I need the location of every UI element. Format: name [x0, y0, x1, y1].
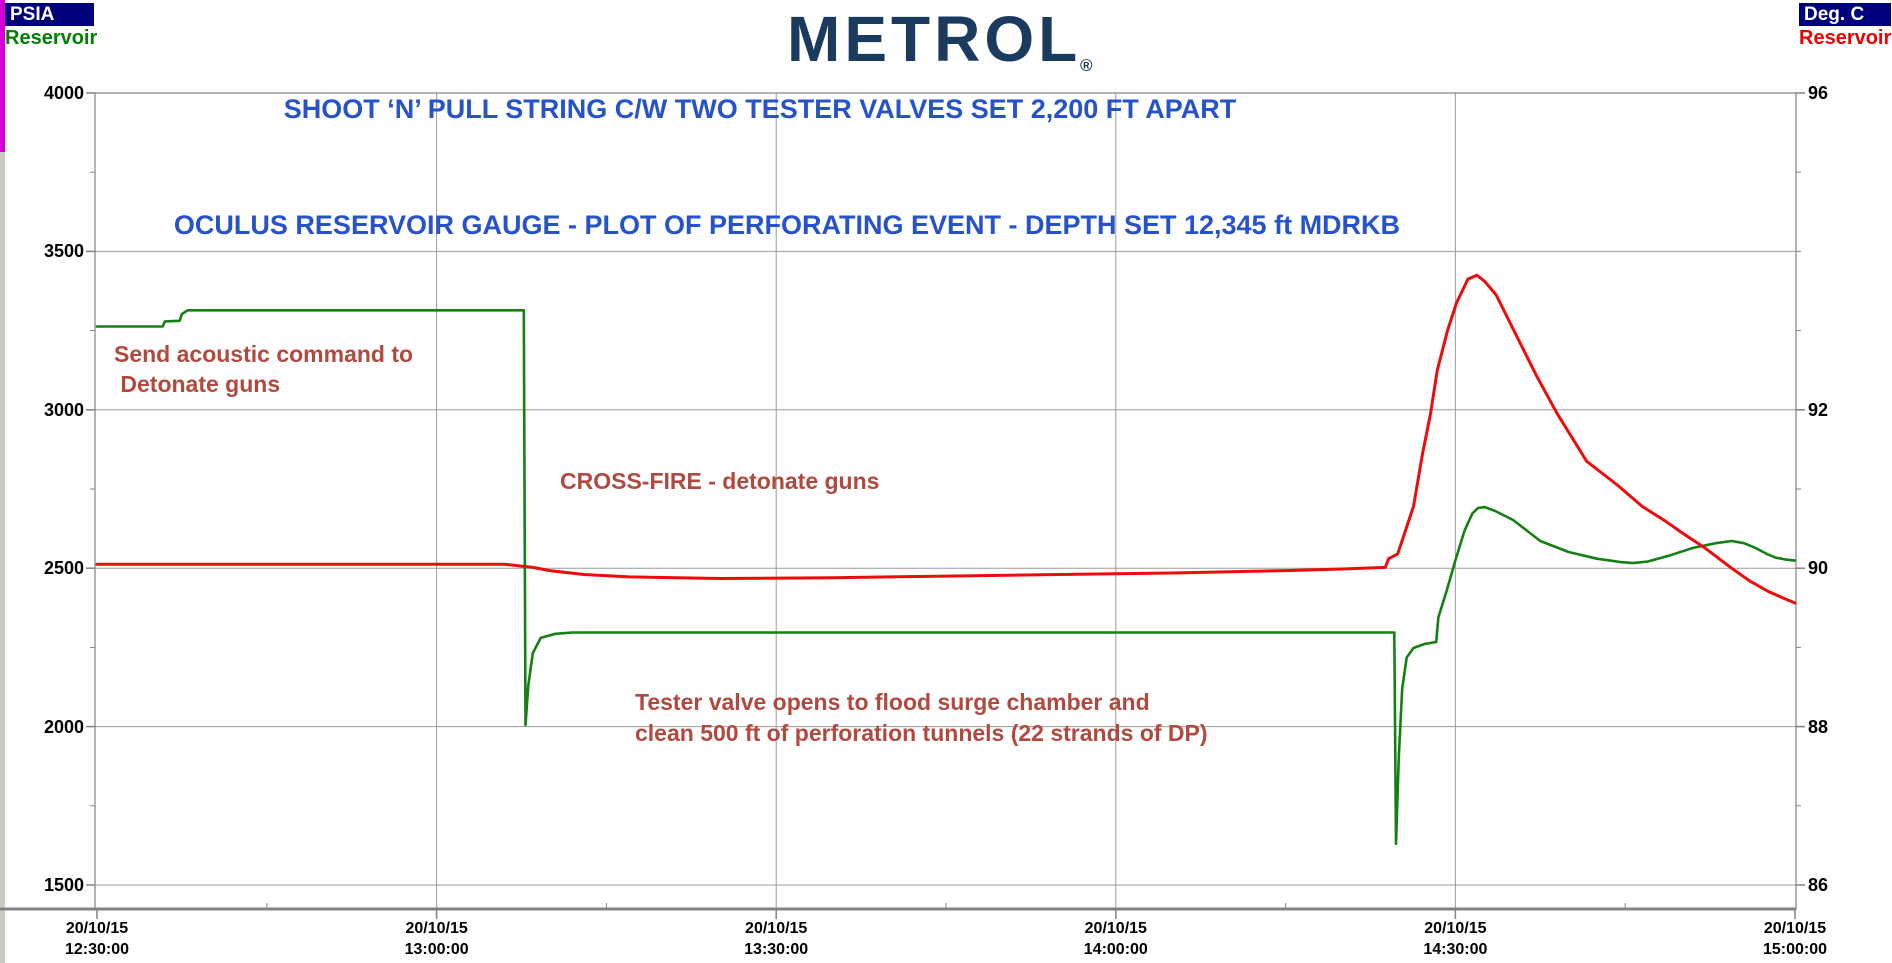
metrol-logo: METROL [787, 3, 1082, 75]
window-edge-accent [0, 0, 5, 152]
chart-title-line2: OCULUS RESERVOIR GAUGE - PLOT OF PERFORA… [173, 210, 1401, 240]
temperature-curve [95, 273, 1797, 605]
x-tick-time: 13:00:00 [404, 941, 469, 958]
annotation-tester-valve: Tester valve opens to flood surge chambe… [635, 689, 1208, 746]
x-tick-date: 20/10/15 [65, 920, 129, 937]
x-tick-date: 20/10/15 [405, 920, 468, 937]
y-axis-left-tick-label: 3000 [43, 399, 84, 420]
pressure-curve [95, 308, 1797, 846]
window-edge [0, 152, 5, 963]
pressure-series-label: Reservoir [5, 27, 98, 49]
registered-trademark-icon: ® [1080, 56, 1093, 75]
x-axis-tick-label: 20/10/15 14:00:00 [1056, 918, 1176, 960]
x-tick-time: 14:00:00 [1083, 941, 1148, 958]
y-axis-left-tick-label: 3500 [43, 241, 84, 262]
x-tick-time: 12:30:00 [64, 941, 130, 958]
y-axis-right-tick-label: 96 [1808, 83, 1829, 103]
x-tick-date: 20/10/15 [1084, 920, 1147, 937]
temperature-series-label: Reservoir [1799, 27, 1892, 49]
x-axis-tick-label: 20/10/15 12:30:00 [37, 918, 157, 960]
x-axis-tick-label: 20/10/15 14:30:00 [1395, 918, 1515, 960]
left-axis-unit-label: PSIA [10, 4, 55, 25]
x-tick-time: 15:00:00 [1762, 941, 1828, 958]
x-tick-time: 14:30:00 [1423, 941, 1488, 958]
x-tick-date: 20/10/15 [745, 920, 808, 937]
y-axis-left-tick-label: 2000 [43, 716, 84, 737]
x-tick-date: 20/10/15 [1763, 920, 1827, 937]
y-axis-right-tick-label: 88 [1808, 716, 1829, 737]
x-axis-tick-label: 20/10/15 13:30:00 [716, 918, 836, 960]
right-axis-unit-box: Deg. C [1799, 3, 1891, 26]
y-axis-left-tick-label: 2500 [43, 558, 84, 579]
x-axis-tick-label: 20/10/15 15:00:00 [1735, 918, 1855, 960]
x-tick-date: 20/10/15 [1424, 920, 1487, 937]
y-axis-right-tick-label: 90 [1808, 558, 1829, 579]
x-axis-tick-label: 20/10/15 13:00:00 [377, 918, 497, 960]
annotation-crossfire: CROSS-FIRE - detonate guns [560, 468, 880, 494]
left-axis-unit-box: PSIA [5, 3, 94, 26]
y-axis-left-tick-label: 4000 [43, 83, 84, 103]
y-axis-left-tick-label: 1500 [43, 875, 84, 895]
y-axis-right-tick-label: 92 [1808, 399, 1829, 420]
chart-title-line1: SHOOT ‘N’ PULL STRING C/W TWO TESTER VAL… [283, 94, 1237, 124]
right-axis-unit-label: Deg. C [1804, 4, 1865, 25]
x-tick-time: 13:30:00 [744, 941, 809, 958]
y-axis-right-tick-label: 86 [1808, 875, 1829, 895]
annotation-send-acoustic-command: Send acoustic command to Detonate guns [114, 341, 414, 397]
